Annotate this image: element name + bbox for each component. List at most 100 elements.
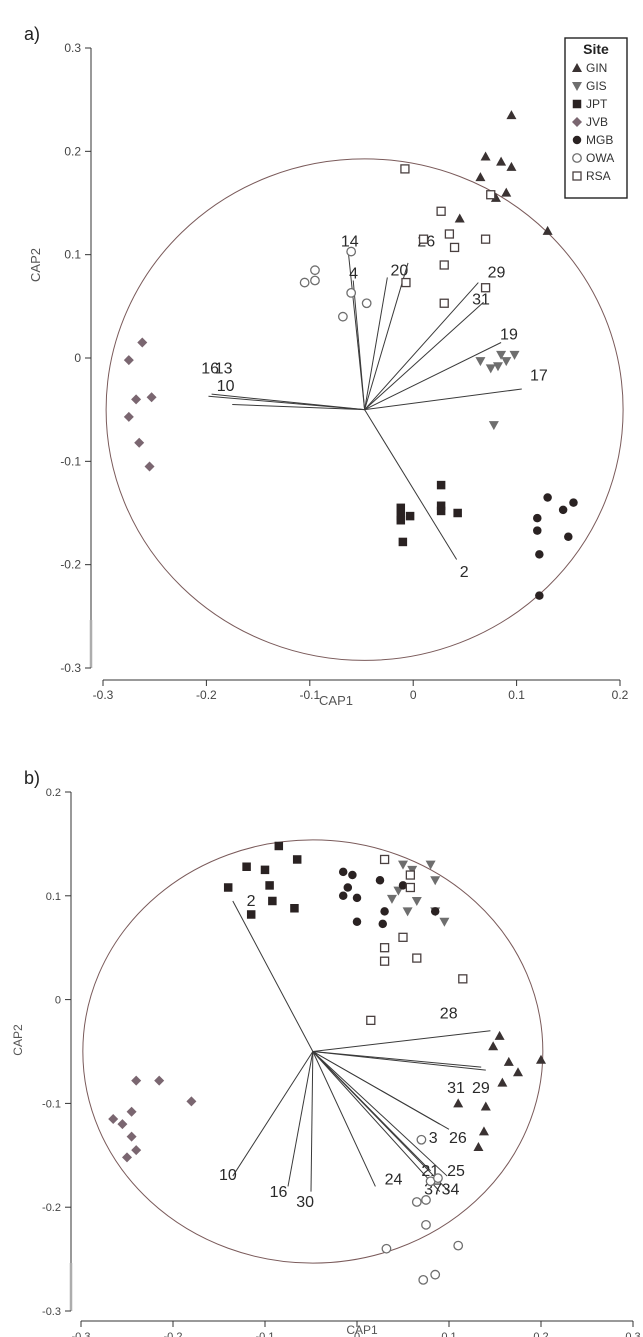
vector-17 — [364, 388, 522, 411]
panel-a-ylabel: CAP2 — [28, 248, 43, 282]
legend-marker-gin — [572, 63, 582, 72]
vector-label-28: 28 — [440, 1005, 458, 1022]
vector-25 — [312, 1051, 448, 1177]
point-owa — [361, 298, 372, 309]
point-gin — [506, 110, 517, 120]
y-tick-label: -0.2 — [42, 1202, 61, 1214]
panel-b-axes: -0.3 -0.2 -0.1 0 0.1 0.2 0.3 0.2 0.1 0 -0.1 -0.2 -0.… — [42, 787, 641, 1337]
point-mgb — [343, 883, 353, 892]
point-jpt — [274, 841, 284, 851]
y-tick-label: 0.2 — [64, 144, 81, 158]
point-owa — [411, 1197, 422, 1207]
vector-label-4: 4 — [349, 265, 358, 282]
point-gis — [439, 917, 450, 927]
point-mgb — [352, 893, 362, 903]
y-tick-label: 0 — [55, 995, 61, 1007]
x-tick-label: -0.1 — [299, 688, 320, 702]
panel-a-vectors: 1442026293119171316102 — [201, 233, 548, 581]
point-rsa — [405, 870, 416, 880]
point-jvb — [131, 1145, 142, 1156]
x-tick-label: 0.3 — [625, 1331, 640, 1337]
point-gis — [402, 907, 413, 917]
legend-label-jvb: JVB — [586, 115, 608, 129]
vector-label-13: 13 — [215, 361, 233, 378]
vector-26 — [364, 262, 409, 410]
point-rsa — [412, 953, 422, 963]
point-mgb — [430, 907, 440, 916]
point-owa — [418, 1274, 429, 1285]
point-jpt — [436, 480, 446, 490]
point-gin — [488, 1041, 499, 1051]
vector-label-37: 37 — [424, 1182, 442, 1199]
point-gis — [430, 876, 441, 886]
legend-label-jpt: JPT — [586, 97, 608, 111]
point-gis — [501, 357, 512, 367]
legend-marker-jvb — [572, 117, 582, 127]
legend-marker-rsa — [572, 171, 582, 181]
vector-37 — [312, 1051, 441, 1192]
point-owa — [346, 287, 357, 298]
point-mgb — [535, 550, 544, 559]
panel-b-circle — [82, 839, 544, 1264]
point-rsa — [486, 190, 496, 200]
point-jvb — [146, 392, 157, 403]
panel-b-ylabel: CAP2 — [11, 1024, 25, 1056]
point-jvb — [126, 1131, 137, 1142]
point-gin — [480, 151, 491, 161]
vector-20 — [364, 277, 388, 410]
point-jpt — [260, 865, 270, 875]
point-jpt — [396, 515, 406, 525]
x-tick-label: -0.3 — [72, 1331, 91, 1337]
legend-label-mgb: MGB — [586, 133, 613, 147]
x-tick-label: 0 — [354, 1331, 360, 1337]
y-tick-label: -0.1 — [42, 1098, 61, 1110]
point-mgb — [338, 891, 348, 901]
panel-a: a) -0.3 -0.2 -0.1 0 0.1 0.2 0.3 0.2 0.1 0 -0.1 -0.2… — [24, 24, 629, 708]
point-owa — [421, 1195, 431, 1205]
x-tick-label: 0.2 — [533, 1331, 548, 1337]
point-jpt — [436, 506, 446, 516]
point-gin — [536, 1054, 546, 1064]
point-mgb — [352, 917, 362, 926]
vector-16 — [208, 395, 365, 411]
legend-label-owa: OWA — [586, 151, 614, 165]
vector-label-10: 10 — [219, 1167, 237, 1184]
panel-b-points — [108, 841, 546, 1285]
vector-label-17: 17 — [530, 368, 548, 385]
correlation-circle — [82, 839, 544, 1264]
point-mgb — [569, 498, 578, 507]
vector-10 — [232, 404, 365, 411]
point-gis — [485, 364, 496, 374]
point-owa — [337, 311, 348, 322]
y-tick-label: 0.2 — [46, 787, 61, 799]
point-jvb — [131, 394, 142, 405]
point-jpt — [453, 508, 462, 518]
point-gis — [496, 350, 507, 360]
x-tick-label: -0.3 — [93, 688, 114, 702]
point-owa — [430, 1269, 441, 1280]
correlation-circle — [105, 158, 624, 661]
x-tick-label: 0 — [410, 688, 417, 702]
panel-b-label: b) — [24, 768, 40, 788]
point-rsa — [480, 283, 491, 293]
vector-16 — [287, 1051, 314, 1187]
point-gin — [496, 156, 507, 166]
vector-24 — [312, 1051, 376, 1187]
vector-30 — [310, 1051, 314, 1192]
legend-title: Site — [583, 41, 609, 57]
point-jpt — [290, 904, 299, 913]
vector-28 — [312, 1030, 491, 1052]
point-rsa — [449, 242, 460, 253]
point-rsa — [439, 298, 449, 308]
legend-marker-gis — [572, 82, 582, 91]
point-rsa — [379, 943, 390, 953]
point-owa — [421, 1219, 431, 1230]
panel-a-xlabel: CAP1 — [319, 693, 353, 708]
point-mgb — [378, 919, 388, 929]
point-jvb — [123, 355, 134, 366]
x-tick-label: -0.2 — [164, 1331, 183, 1337]
point-gis — [488, 421, 499, 431]
vector-label-29: 29 — [488, 264, 506, 281]
vector-2 — [232, 900, 314, 1052]
point-gin — [475, 172, 486, 182]
